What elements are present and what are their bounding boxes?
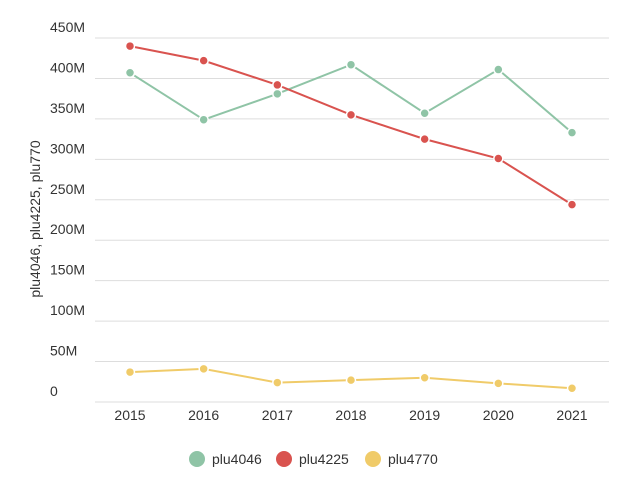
y-tick-label: 200M — [50, 221, 85, 237]
y-axis-title: plu4046, plu4225, plu770 — [27, 140, 43, 297]
legend-swatch — [365, 451, 381, 467]
y-tick-label: 150M — [50, 262, 85, 278]
data-point[interactable] — [493, 378, 504, 389]
series-plu4225 — [124, 40, 578, 210]
x-tick-label: 2016 — [188, 407, 219, 423]
data-point[interactable] — [493, 64, 504, 75]
series-plu4770 — [124, 363, 578, 394]
data-point[interactable] — [198, 363, 209, 375]
data-point[interactable] — [198, 114, 209, 125]
data-point[interactable] — [566, 127, 578, 138]
series-plu4046 — [124, 59, 578, 138]
data-point[interactable] — [124, 40, 136, 52]
x-axis-ticks: 2015 2016 2017 2018 2019 2020 2021 — [114, 407, 587, 423]
x-tick-label: 2017 — [262, 407, 293, 423]
x-tick-label: 2020 — [483, 407, 514, 423]
data-point[interactable] — [419, 107, 430, 119]
x-tick-label: 2015 — [114, 407, 145, 423]
y-tick-label: 0 — [50, 383, 58, 399]
legend-item-plu4046[interactable]: plu4046 — [189, 451, 262, 467]
data-point[interactable] — [272, 88, 283, 100]
data-point[interactable] — [493, 153, 504, 164]
data-point[interactable] — [566, 199, 578, 210]
y-axis-ticks: 0 50M 100M 150M 200M 250M 300M 350M 400M 450M — [50, 19, 85, 399]
y-tick-label: 100M — [50, 302, 85, 318]
data-point[interactable] — [124, 67, 136, 79]
y-tick-label: 50M — [50, 343, 77, 359]
data-point[interactable] — [419, 133, 430, 145]
data-point[interactable] — [345, 109, 357, 121]
legend-item-plu4225[interactable]: plu4225 — [276, 451, 349, 467]
legend-label: plu4225 — [299, 451, 349, 467]
legend-label: plu4046 — [212, 451, 262, 467]
legend-label: plu4770 — [388, 451, 438, 467]
x-tick-label: 2021 — [556, 407, 587, 423]
data-point[interactable] — [345, 374, 357, 386]
x-tick-label: 2018 — [335, 407, 366, 423]
legend-swatch — [189, 451, 205, 467]
y-tick-label: 450M — [50, 19, 85, 35]
grid-lines — [95, 37, 609, 403]
legend[interactable]: plu4046 plu4225 plu4770 — [189, 451, 438, 467]
series-line — [129, 63, 573, 134]
legend-item-plu4770[interactable]: plu4770 — [365, 451, 438, 467]
data-point[interactable] — [124, 366, 136, 378]
y-tick-label: 300M — [50, 140, 85, 156]
y-tick-label: 350M — [50, 100, 85, 116]
data-point[interactable] — [272, 377, 283, 388]
data-point[interactable] — [345, 59, 357, 70]
series — [124, 40, 578, 394]
legend-swatch — [276, 451, 292, 467]
data-point[interactable] — [566, 382, 578, 394]
data-point[interactable] — [198, 55, 209, 66]
data-point[interactable] — [419, 372, 430, 383]
data-point[interactable] — [272, 79, 283, 91]
y-tick-label: 250M — [50, 181, 85, 197]
y-tick-label: 400M — [50, 59, 85, 75]
x-tick-label: 2019 — [409, 407, 440, 423]
